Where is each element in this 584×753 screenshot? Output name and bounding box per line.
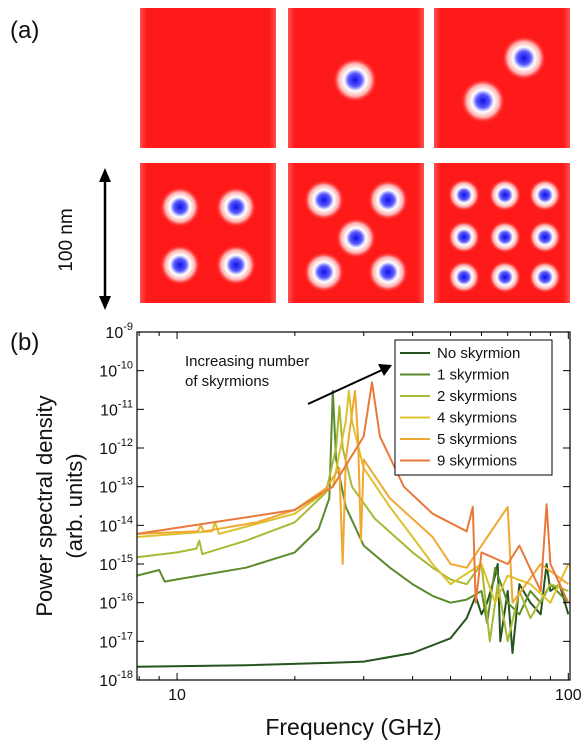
y-tick-label: 10-16 <box>99 592 133 613</box>
series-line <box>137 389 569 604</box>
skyrmion-images <box>140 8 570 303</box>
legend-label: No skyrmion <box>437 345 520 362</box>
y-tick-label: 10-11 <box>100 398 133 419</box>
series-line <box>137 389 570 604</box>
legend-box <box>394 339 553 476</box>
annotation-arrow <box>307 369 383 405</box>
series-line <box>137 405 569 643</box>
annotation-arrowhead <box>378 364 392 376</box>
legend-label: 2 skyrmions <box>437 388 517 405</box>
y-tick-label: 10-13 <box>99 476 133 497</box>
series-line <box>137 381 570 604</box>
annotation: Increasing number <box>185 353 309 370</box>
y-axis-label: Power spectral density <box>32 395 57 616</box>
legend-label: 1 skyrmion <box>437 367 510 384</box>
y-tick-label: 10-10 <box>99 360 133 381</box>
y-axis-label: (arb. units) <box>62 453 87 558</box>
x-axis-label: Frequency (GHz) <box>265 714 441 740</box>
y-tick-label: 10-18 <box>99 669 133 690</box>
plot-lines <box>137 381 570 668</box>
legend-label: 5 skyrmions <box>437 431 517 448</box>
panel-label: (a) <box>10 17 39 44</box>
x-tick-label: 10 <box>168 687 186 704</box>
plot-frame <box>136 331 571 681</box>
y-tick-label: 10-15 <box>99 553 133 574</box>
legend-label: 9 skyrmions <box>437 453 517 470</box>
x-tick-label: 100 <box>555 687 582 704</box>
series-line <box>137 389 570 624</box>
y-tick-label: 10-14 <box>99 514 133 535</box>
y-tick-label: 10-17 <box>99 630 133 651</box>
y-tick-label: 10-9 <box>105 321 133 342</box>
scale-arrow <box>99 168 111 310</box>
annotation: of skyrmions <box>185 373 269 390</box>
scale-label: 100 nm <box>56 208 77 271</box>
panel-label: (b) <box>10 329 39 356</box>
y-tick-label: 10-12 <box>99 437 133 458</box>
legend-label: 4 skyrmions <box>437 410 517 427</box>
